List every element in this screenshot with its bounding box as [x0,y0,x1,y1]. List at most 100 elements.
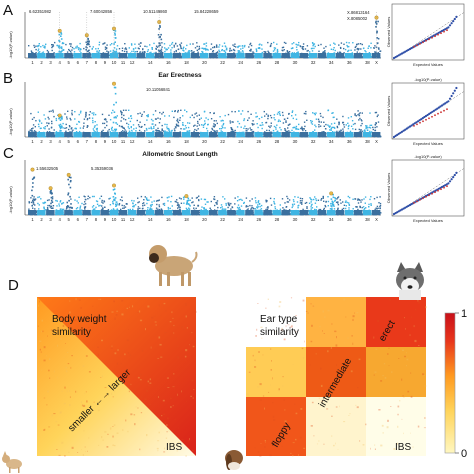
snp-point [37,196,39,199]
snp-point [74,118,76,120]
snp-point [315,112,317,114]
snp-point [210,200,212,203]
snp-point [202,124,205,126]
snp-point [267,41,269,44]
snp-point [299,45,302,48]
snp-peak-point [51,197,54,200]
snp-point [128,130,131,132]
chromosome-tick-label: 8 [95,217,98,222]
snp-point [87,195,89,197]
snp-point [282,207,284,209]
snp-band [109,132,118,137]
snp-point [92,208,95,210]
snp-point [338,121,340,124]
qq-point-red [425,118,427,121]
snp-point [109,197,111,199]
snp-point [92,114,95,116]
snp-band [37,53,46,58]
qq-point [448,97,452,100]
snp-point [139,207,141,210]
snp-peak-point [115,101,117,104]
snp-band [55,210,64,215]
snp-point [303,121,306,123]
snp-point [111,43,113,45]
snp-point [288,51,291,53]
snp-peak-point [113,51,116,53]
chromosome-tick-label: 2 [40,217,43,222]
snp-point [116,115,118,117]
snp-point [207,201,209,203]
snp-point [370,47,372,49]
snp-point [70,43,72,45]
snp-point [76,123,78,125]
qq-point [392,135,396,139]
snp-point [245,128,247,130]
snp-point [247,119,249,121]
snp-point [150,205,152,207]
snp-point [374,51,376,53]
snp-point [334,197,336,199]
snp-point [283,41,286,44]
snp-point [96,203,99,205]
snp-point [279,208,282,210]
snp-point [158,208,161,211]
qq-point-red [443,30,445,33]
snp-point [86,118,89,121]
snp-point [89,111,91,113]
snp-point [299,202,302,204]
snp-point [95,206,97,209]
snp-point [301,202,303,204]
snp-point [319,208,322,211]
snp-point [91,206,94,208]
snp-point [303,128,305,130]
snp-point [298,210,300,212]
snp-point [137,209,139,211]
snp-point [213,196,216,198]
snp-point [31,118,34,120]
snp-point [142,48,144,50]
snp-point [324,206,327,208]
snp-point [53,115,55,118]
chromosome-tick-label: 16 [166,139,171,144]
snp-point [36,210,38,212]
snp-point [149,44,151,46]
snp-point [238,110,240,112]
qq-point [424,114,428,118]
snp-point [124,119,127,121]
snp-point [146,115,148,117]
snp-peak-point [332,201,334,204]
snp-point [131,44,133,46]
qq-point [452,20,455,23]
snp-point [288,130,290,132]
snp-point [94,131,96,133]
snp-point [354,198,356,200]
snp-band [82,132,91,137]
snp-point [37,202,39,205]
snp-point [370,135,373,137]
snp-point [62,49,64,51]
chromosome-tick-label: X [375,139,378,144]
snp-point [100,195,103,197]
snp-point [146,129,148,131]
snp-point [194,124,196,126]
snp-point [99,197,101,200]
snp-point [352,123,355,126]
snp-point [42,44,44,47]
chromosome-tick-label: 14 [148,217,153,222]
snp-point [48,122,50,125]
snp-point [224,46,227,48]
snp-point [298,204,300,207]
snp-point [298,57,300,59]
snp-point [379,212,382,214]
snp-point [352,42,354,44]
snp-band [46,132,55,137]
snp-point [204,120,206,122]
snp-peak-point [115,205,117,207]
snp-point [84,116,87,118]
snp-point [216,46,218,48]
snp-point [140,195,143,198]
snp-point [164,130,166,133]
snp-point [164,115,166,117]
snp-point [78,113,80,116]
snp-point [273,202,275,204]
